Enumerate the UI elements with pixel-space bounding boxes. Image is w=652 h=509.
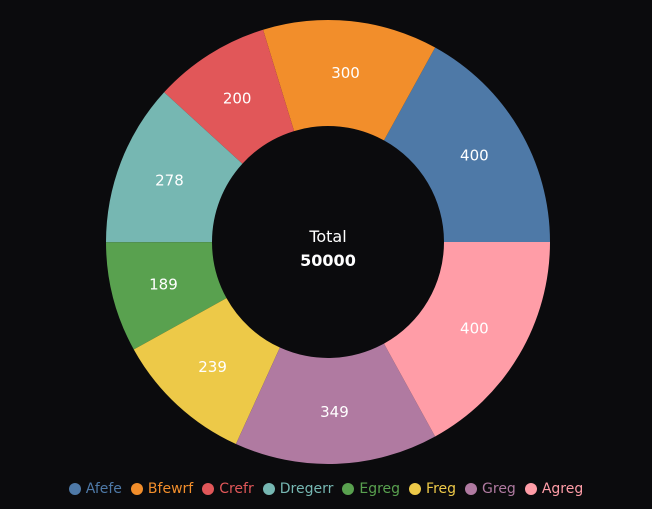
center-total-value: 50000: [300, 251, 356, 270]
slice-value-label: 300: [331, 64, 360, 82]
legend-item-greg[interactable]: Greg: [465, 481, 516, 497]
doughnut-chart: 400 300 200 278 189 239 349 400 Total 50000: [106, 20, 550, 464]
legend-label: Afefe: [85, 481, 122, 497]
legend-swatch: [342, 483, 355, 495]
legend-swatch: [202, 483, 215, 495]
legend-item-freg[interactable]: Freg: [409, 481, 456, 497]
slice-value-label: 400: [460, 319, 489, 337]
slice-freg[interactable]: [133, 298, 280, 445]
slice-agreg[interactable]: [383, 242, 550, 437]
legend-label: Freg: [426, 481, 457, 497]
legend-label: Crefr: [219, 481, 254, 497]
legend-item-afefe[interactable]: Afefe: [68, 481, 122, 497]
slice-crefr[interactable]: [164, 29, 295, 164]
slice-value-label: 278: [155, 172, 184, 190]
slice-bfewrf[interactable]: [263, 20, 436, 141]
legend-swatch: [524, 483, 537, 495]
legend-label: Dregerr: [279, 481, 334, 497]
legend-swatch: [465, 483, 478, 495]
legend-swatch: [262, 483, 275, 495]
center-total-label: Total: [308, 227, 346, 246]
legend-item-bfewrf[interactable]: Bfewrf: [130, 481, 194, 497]
slice-greg[interactable]: [235, 343, 436, 464]
slice-value-label: 400: [460, 147, 489, 165]
legend-item-dregerr[interactable]: Dregerr: [262, 481, 334, 497]
legend-item-crefr[interactable]: Crefr: [202, 481, 254, 497]
legend-label: Bfewrf: [147, 481, 194, 497]
chart-slices: [106, 20, 550, 464]
legend-label: Greg: [482, 481, 516, 497]
slice-egreg[interactable]: [106, 242, 227, 350]
slice-afefe[interactable]: [383, 47, 550, 242]
legend-swatch: [409, 483, 422, 495]
legend-swatch: [68, 483, 81, 495]
slice-value-label: 189: [149, 276, 178, 294]
legend-item-egreg[interactable]: Egreg: [342, 481, 400, 497]
slice-value-label: 200: [223, 89, 252, 107]
legend-item-agreg[interactable]: Agreg: [524, 481, 584, 497]
slice-value-label: 239: [198, 358, 227, 376]
chart-slice-labels: 400 300 200 278 189 239 349 400: [149, 64, 489, 421]
legend-label: Egreg: [359, 481, 401, 497]
legend-swatch: [130, 483, 143, 495]
chart-legend: Afefe Bfewrf Crefr Dregerr Egreg Freg Greg Agre…: [0, 476, 652, 502]
legend-label: Agreg: [541, 481, 584, 497]
slice-value-label: 349: [320, 403, 349, 421]
slice-dregerr[interactable]: [106, 92, 243, 243]
